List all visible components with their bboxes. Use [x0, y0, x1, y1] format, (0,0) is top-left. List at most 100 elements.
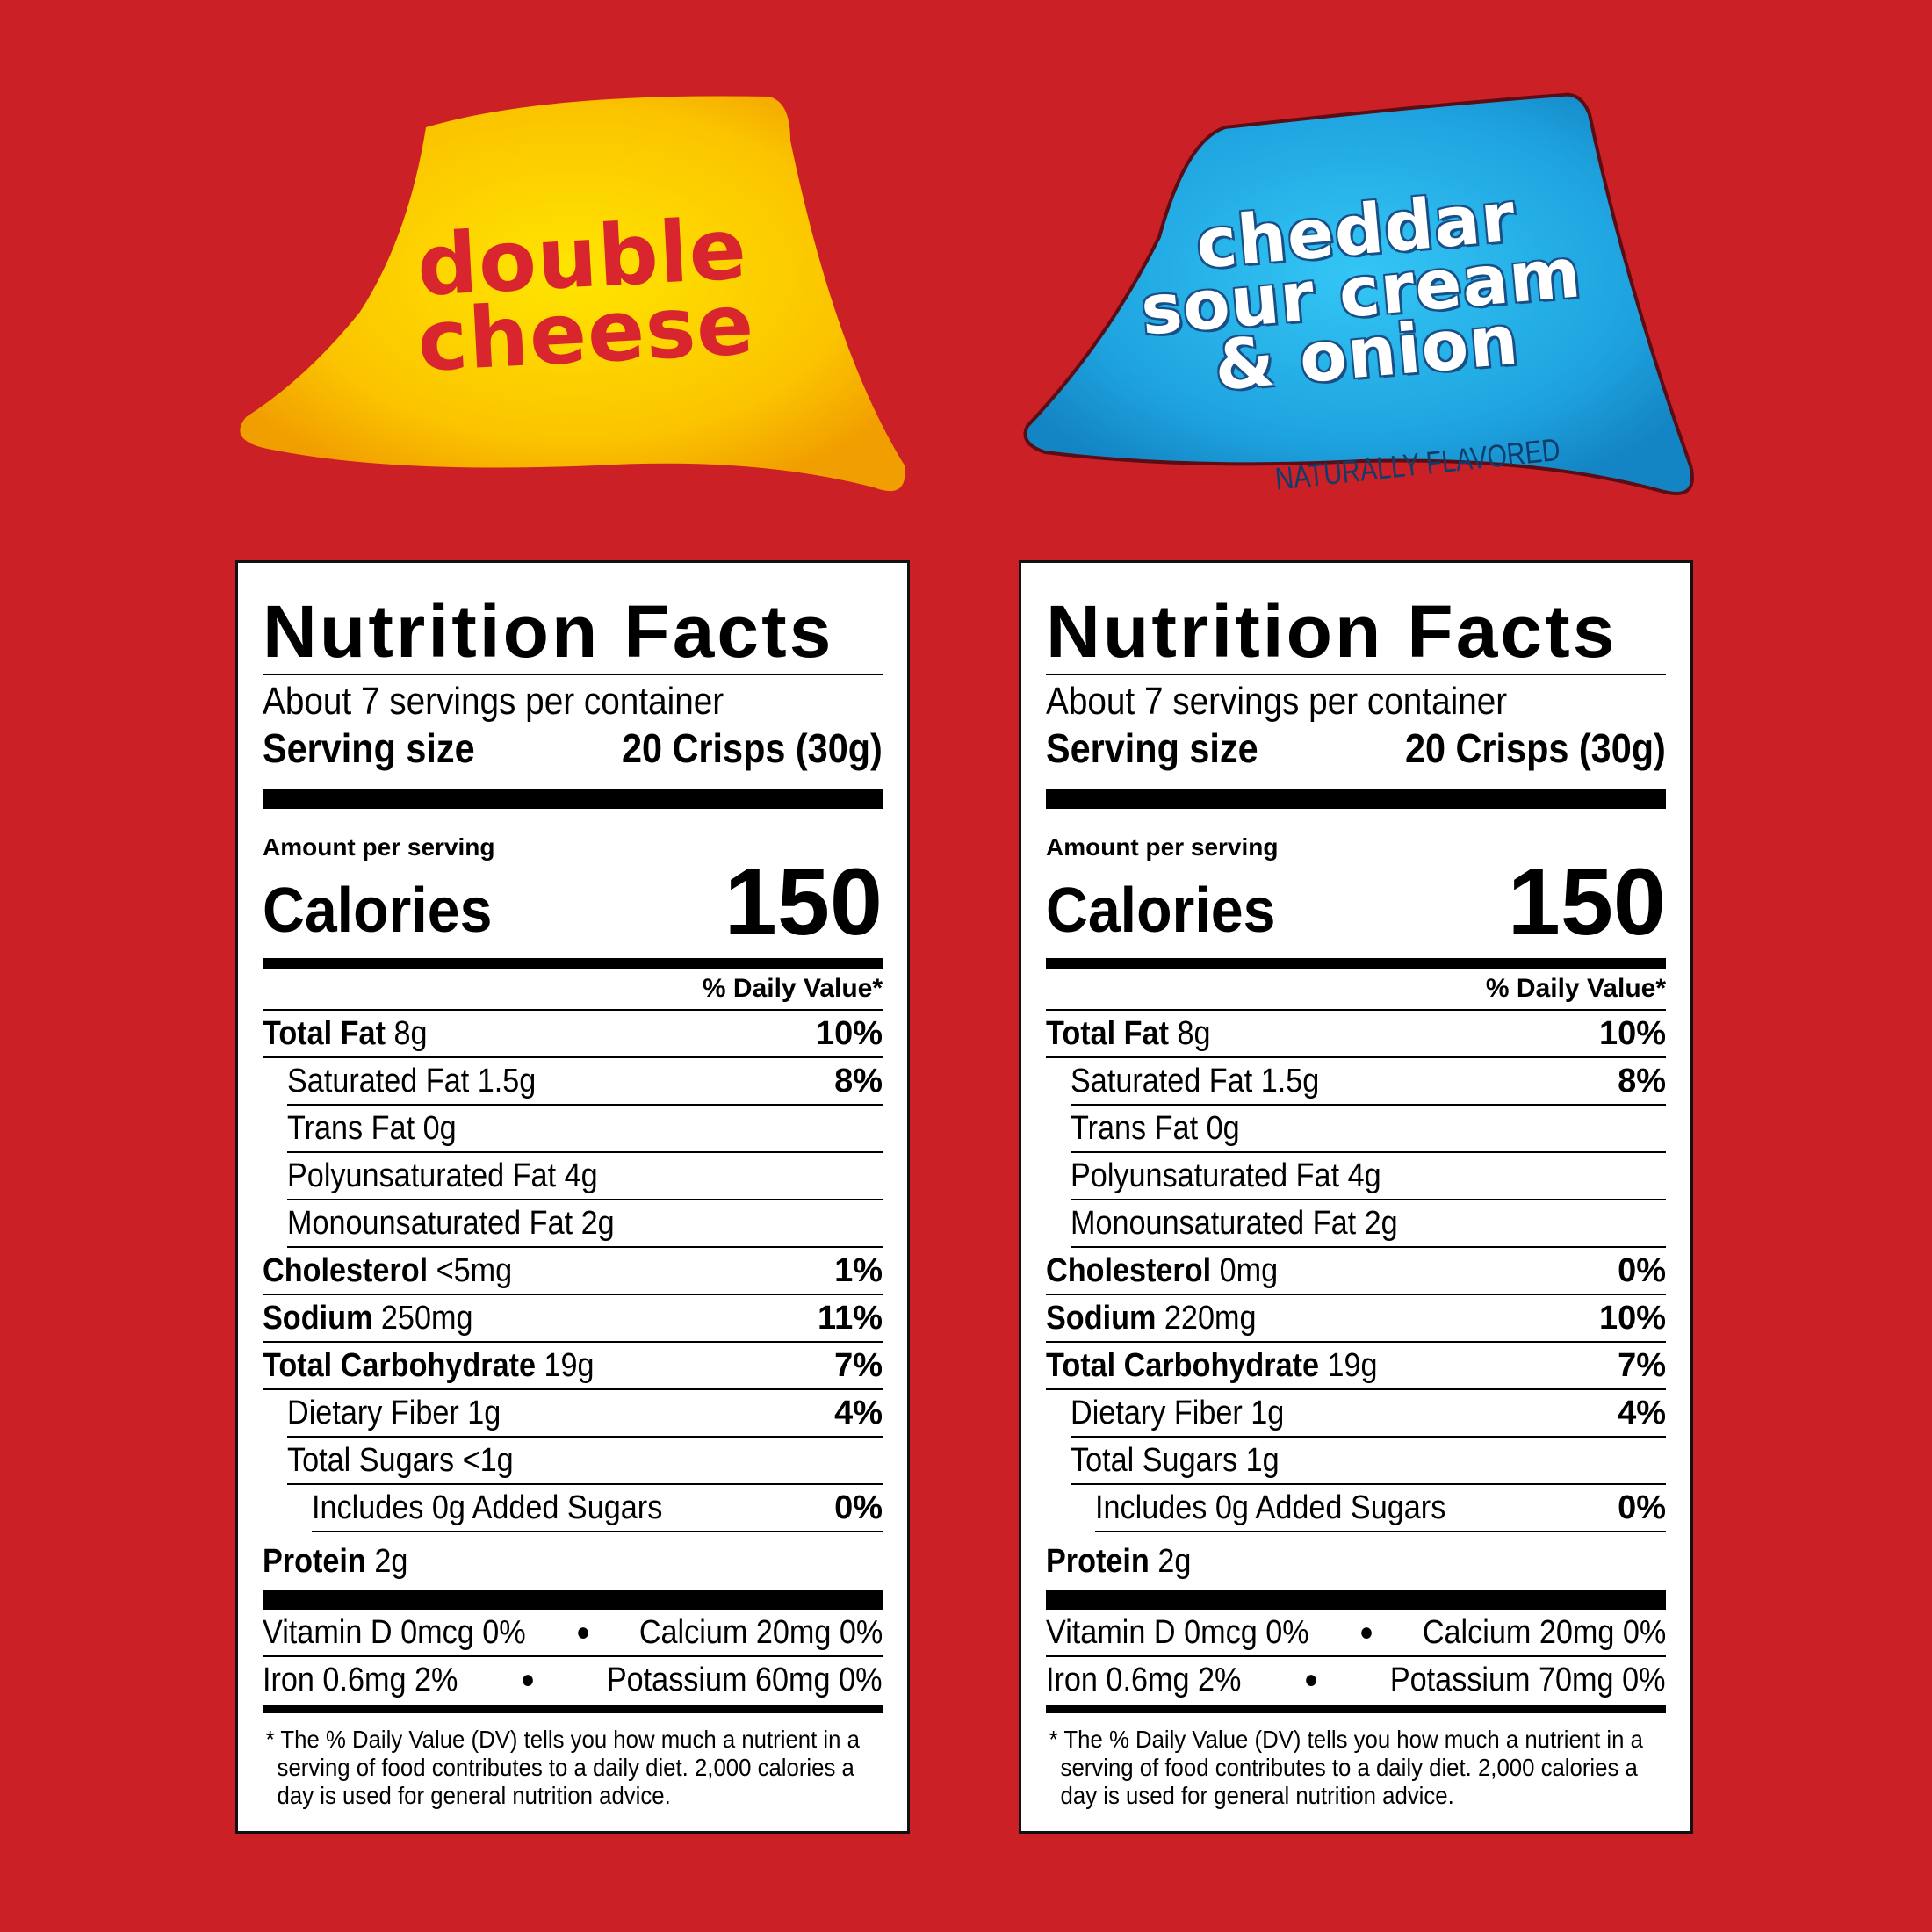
calcium: Calcium 20mg 0% — [1422, 1613, 1666, 1651]
flavor-flag-cheddar-sour-cream-onion: CHEDDAR SOUR CREAM & ONION NATURALLY FLA… — [1010, 88, 1704, 501]
potassium: Potassium 60mg 0% — [607, 1661, 883, 1698]
added-sugars-row: Includes 0g Added Sugars 0% — [312, 1485, 883, 1532]
total-fat-dv: 10% — [815, 1014, 883, 1052]
dietary-fiber-dv: 4% — [1618, 1394, 1666, 1431]
total-carbohydrate-label: Total Carbohydrate — [1046, 1346, 1320, 1384]
total-carbohydrate-dv: 7% — [834, 1346, 883, 1384]
sodium-row: Sodium 250mg 11% — [263, 1295, 883, 1343]
serving-size-label: Serving size — [1046, 725, 1258, 771]
nutrition-facts-panel-right: Nutrition Facts About 7 servings per con… — [1019, 560, 1693, 1834]
flavor-flag-double-cheese: DOUBLE CHEESE — [228, 88, 922, 501]
blue-flag-shape — [1023, 92, 1694, 495]
calories-row: Calories 150 — [263, 848, 883, 955]
divider — [263, 958, 883, 969]
sodium-label: Sodium — [1046, 1299, 1157, 1337]
divider — [1046, 1590, 1666, 1610]
calories-row: Calories 150 — [1046, 854, 1666, 949]
trans-fat-row: Trans Fat 0g — [1071, 1106, 1666, 1153]
added-sugars-dv: 0% — [834, 1489, 883, 1526]
total-carbohydrate-dv: 7% — [1618, 1346, 1666, 1384]
cholesterol-row: Cholesterol <5mg 1% — [263, 1248, 883, 1295]
added-sugars-row: Includes 0g Added Sugars 0% — [1095, 1485, 1666, 1532]
divider — [1046, 958, 1666, 969]
serving-size-value: 20 Crisps (30g) — [622, 725, 883, 771]
added-sugars-label: Includes 0g Added Sugars — [312, 1489, 663, 1526]
polyunsaturated-fat-row: Polyunsaturated Fat 4g — [287, 1153, 883, 1200]
sodium-row: Sodium 220mg 10% — [1046, 1295, 1666, 1343]
polyunsaturated-fat-row: Polyunsaturated Fat 4g — [1071, 1153, 1666, 1200]
total-fat-amount: 8g — [393, 1014, 428, 1052]
daily-value-footnote: * The % Daily Value (DV) tells you how m… — [265, 1726, 860, 1809]
saturated-fat-row: Saturated Fat 1.5g 8% — [287, 1058, 883, 1106]
total-fat-amount: 8g — [1177, 1014, 1211, 1052]
nutrition-facts-panel-left: Nutrition Facts About 7 servings per con… — [235, 560, 910, 1834]
vitamin-row-2: Iron 0.6mg 2% ● Potassium 60mg 0% — [263, 1657, 883, 1703]
dietary-fiber-label: Dietary Fiber 1g — [287, 1394, 501, 1431]
cholesterol-label: Cholesterol — [263, 1251, 429, 1289]
total-sugars-row: Total Sugars 1g — [1071, 1438, 1666, 1485]
cholesterol-amount: <5mg — [436, 1251, 513, 1289]
total-sugars-row: Total Sugars <1g — [287, 1438, 883, 1485]
protein-row: Protein 2g — [263, 1532, 883, 1590]
divider — [263, 1705, 883, 1713]
sodium-dv: 11% — [818, 1299, 883, 1337]
bullet-icon: ● — [1304, 1665, 1319, 1694]
bullet-icon: ● — [1359, 1618, 1374, 1647]
calories-value: 150 — [724, 848, 883, 955]
total-sugars-label: Total Sugars <1g — [287, 1441, 514, 1479]
vitamin-row-1: Vitamin D 0mcg 0% ● Calcium 20mg 0% — [1046, 1610, 1666, 1657]
monounsaturated-fat-row: Monounsaturated Fat 2g — [1071, 1200, 1666, 1248]
sodium-amount: 250mg — [380, 1299, 473, 1337]
total-fat-row: Total Fat 8g 10% — [263, 1011, 883, 1058]
amount-per-serving: Amount per serving — [1046, 833, 1279, 861]
divider — [1046, 1705, 1666, 1713]
serving-size-value: 20 Crisps (30g) — [1405, 725, 1666, 771]
daily-value-footnote: * The % Daily Value (DV) tells you how m… — [1049, 1726, 1643, 1809]
servings-per-container: About 7 servings per container — [263, 680, 724, 723]
saturated-fat-row: Saturated Fat 1.5g 8% — [1071, 1058, 1666, 1106]
serving-size-label: Serving size — [263, 725, 475, 771]
serving-size-row: Serving size 20 Crisps (30g) — [1046, 724, 1666, 772]
cholesterol-dv: 0% — [1618, 1251, 1666, 1289]
divider — [263, 1590, 883, 1610]
vitamin-row-2: Iron 0.6mg 2% ● Potassium 70mg 0% — [1046, 1657, 1666, 1703]
saturated-fat-label: Saturated Fat 1.5g — [1071, 1062, 1320, 1099]
bullet-icon: ● — [576, 1618, 591, 1647]
total-fat-label: Total Fat — [263, 1014, 386, 1052]
total-fat-label: Total Fat — [1046, 1014, 1169, 1052]
saturated-fat-dv: 8% — [834, 1062, 883, 1099]
saturated-fat-dv: 8% — [1618, 1062, 1666, 1099]
monounsaturated-fat-label: Monounsaturated Fat 2g — [1071, 1204, 1398, 1242]
iron: Iron 0.6mg 2% — [263, 1661, 458, 1698]
total-sugars-label: Total Sugars 1g — [1071, 1441, 1280, 1479]
total-carbohydrate-amount: 19g — [1327, 1346, 1378, 1384]
cholesterol-amount: 0mg — [1219, 1251, 1279, 1289]
total-carbohydrate-amount: 19g — [544, 1346, 595, 1384]
nutrition-facts-title: Nutrition Facts — [1046, 590, 1618, 673]
vitamin-row-1: Vitamin D 0mcg 0% ● Calcium 20mg 0% — [263, 1610, 883, 1657]
protein-label: Protein — [1046, 1542, 1150, 1580]
dietary-fiber-dv: 4% — [834, 1394, 883, 1431]
added-sugars-dv: 0% — [1618, 1489, 1666, 1526]
divider — [1046, 789, 1666, 809]
total-fat-row: Total Fat 8g 10% — [1046, 1011, 1666, 1058]
bullet-icon: ● — [521, 1665, 536, 1694]
trans-fat-label: Trans Fat 0g — [287, 1109, 457, 1147]
polyunsaturated-fat-label: Polyunsaturated Fat 4g — [1071, 1157, 1381, 1194]
nutrition-facts-title: Nutrition Facts — [263, 590, 834, 673]
amount-per-serving: Amount per serving — [263, 833, 495, 861]
protein-row: Protein 2g — [1046, 1532, 1666, 1590]
total-carbohydrate-row: Total Carbohydrate 19g 7% — [263, 1343, 883, 1390]
sodium-amount: 220mg — [1164, 1299, 1257, 1337]
calcium: Calcium 20mg 0% — [638, 1613, 883, 1651]
cholesterol-dv: 1% — [834, 1251, 883, 1289]
iron: Iron 0.6mg 2% — [1046, 1661, 1242, 1698]
protein-amount: 2g — [1157, 1542, 1192, 1580]
monounsaturated-fat-label: Monounsaturated Fat 2g — [287, 1204, 615, 1242]
calories-label: Calories — [263, 876, 493, 946]
trans-fat-row: Trans Fat 0g — [287, 1106, 883, 1153]
cholesterol-row: Cholesterol 0mg 0% — [1046, 1248, 1666, 1295]
sodium-dv: 10% — [1598, 1299, 1666, 1337]
vitamin-d: Vitamin D 0mcg 0% — [263, 1613, 526, 1651]
monounsaturated-fat-row: Monounsaturated Fat 2g — [287, 1200, 883, 1248]
